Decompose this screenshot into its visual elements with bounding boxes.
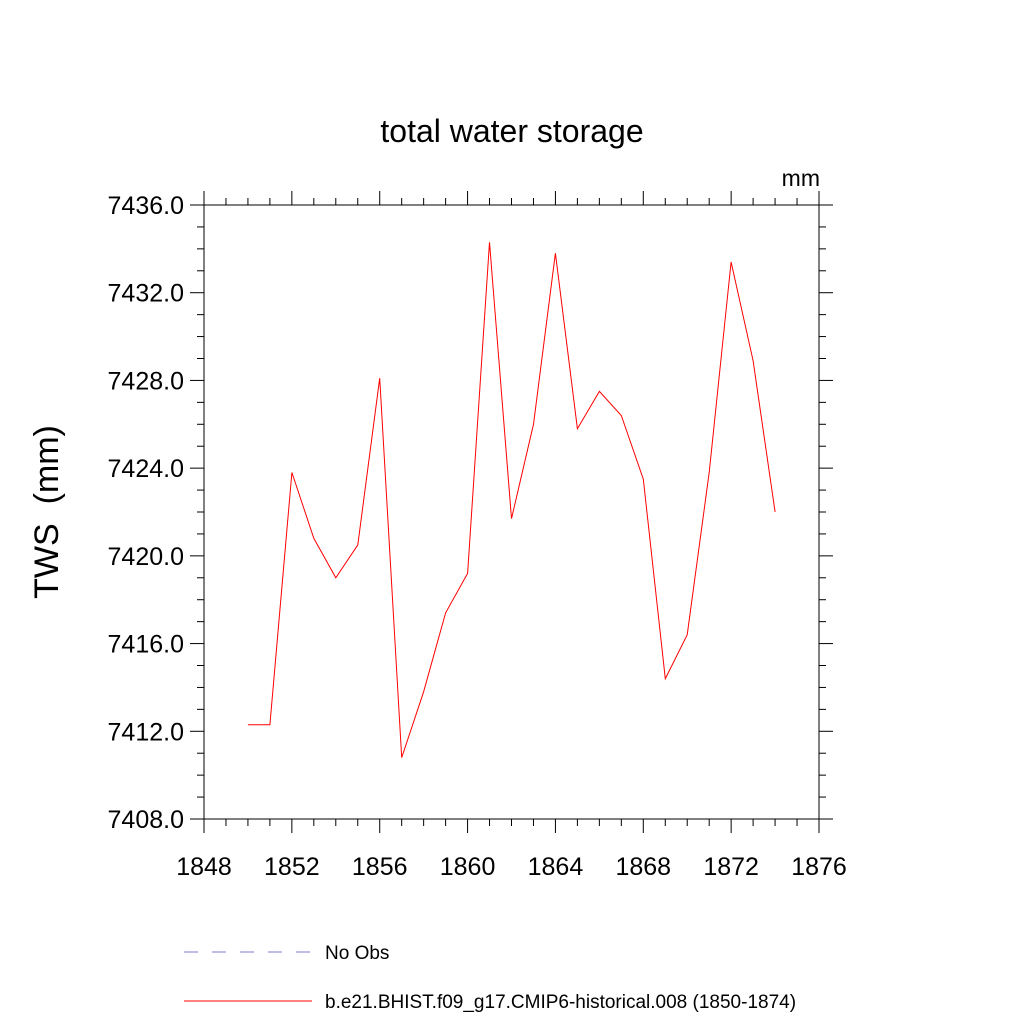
x-tick-label: 1868: [615, 853, 671, 881]
x-axis-ticks: [203, 191, 820, 833]
chart-title: total water storage: [380, 113, 643, 149]
legend-no-obs-label: No Obs: [325, 943, 389, 964]
x-tick-label: 1872: [703, 853, 759, 881]
x-tick-label: 1856: [352, 853, 408, 881]
plot-area-frame: [203, 204, 820, 820]
x-tick-label: 1864: [528, 853, 584, 881]
x-axis-tick-labels: 1848 1852 1856 1860 1864 1868 1872 1876: [176, 853, 847, 881]
y-tick-label: 7436.0: [108, 192, 184, 220]
y-tick-label: 7424.0: [108, 455, 184, 483]
y-tick-label: 7416.0: [108, 631, 184, 659]
y-axis-tick-labels: 7408.0 7412.0 7416.0 7420.0 7424.0 7428.0 7432…: [108, 192, 184, 834]
y-axis-label: TWS (mm): [28, 425, 66, 599]
units-label: mm: [782, 165, 820, 191]
legend: No Obs b.e21.BHIST.f09_g17.CMIP6-histori…: [184, 943, 796, 1013]
x-tick-label: 1848: [176, 853, 232, 881]
x-tick-label: 1852: [264, 853, 320, 881]
y-tick-label: 7428.0: [108, 367, 184, 395]
series-line: [247, 242, 776, 758]
series-layer: [247, 242, 776, 758]
x-tick-label: 1860: [440, 853, 496, 881]
legend-model-label: b.e21.BHIST.f09_g17.CMIP6-historical.008…: [325, 992, 796, 1013]
y-tick-label: 7412.0: [108, 718, 184, 746]
y-tick-label: 7420.0: [108, 543, 184, 571]
y-axis-ticks: [190, 204, 833, 820]
y-tick-label: 7432.0: [108, 280, 184, 308]
y-tick-label: 7408.0: [108, 806, 184, 834]
x-tick-label: 1876: [791, 853, 847, 881]
